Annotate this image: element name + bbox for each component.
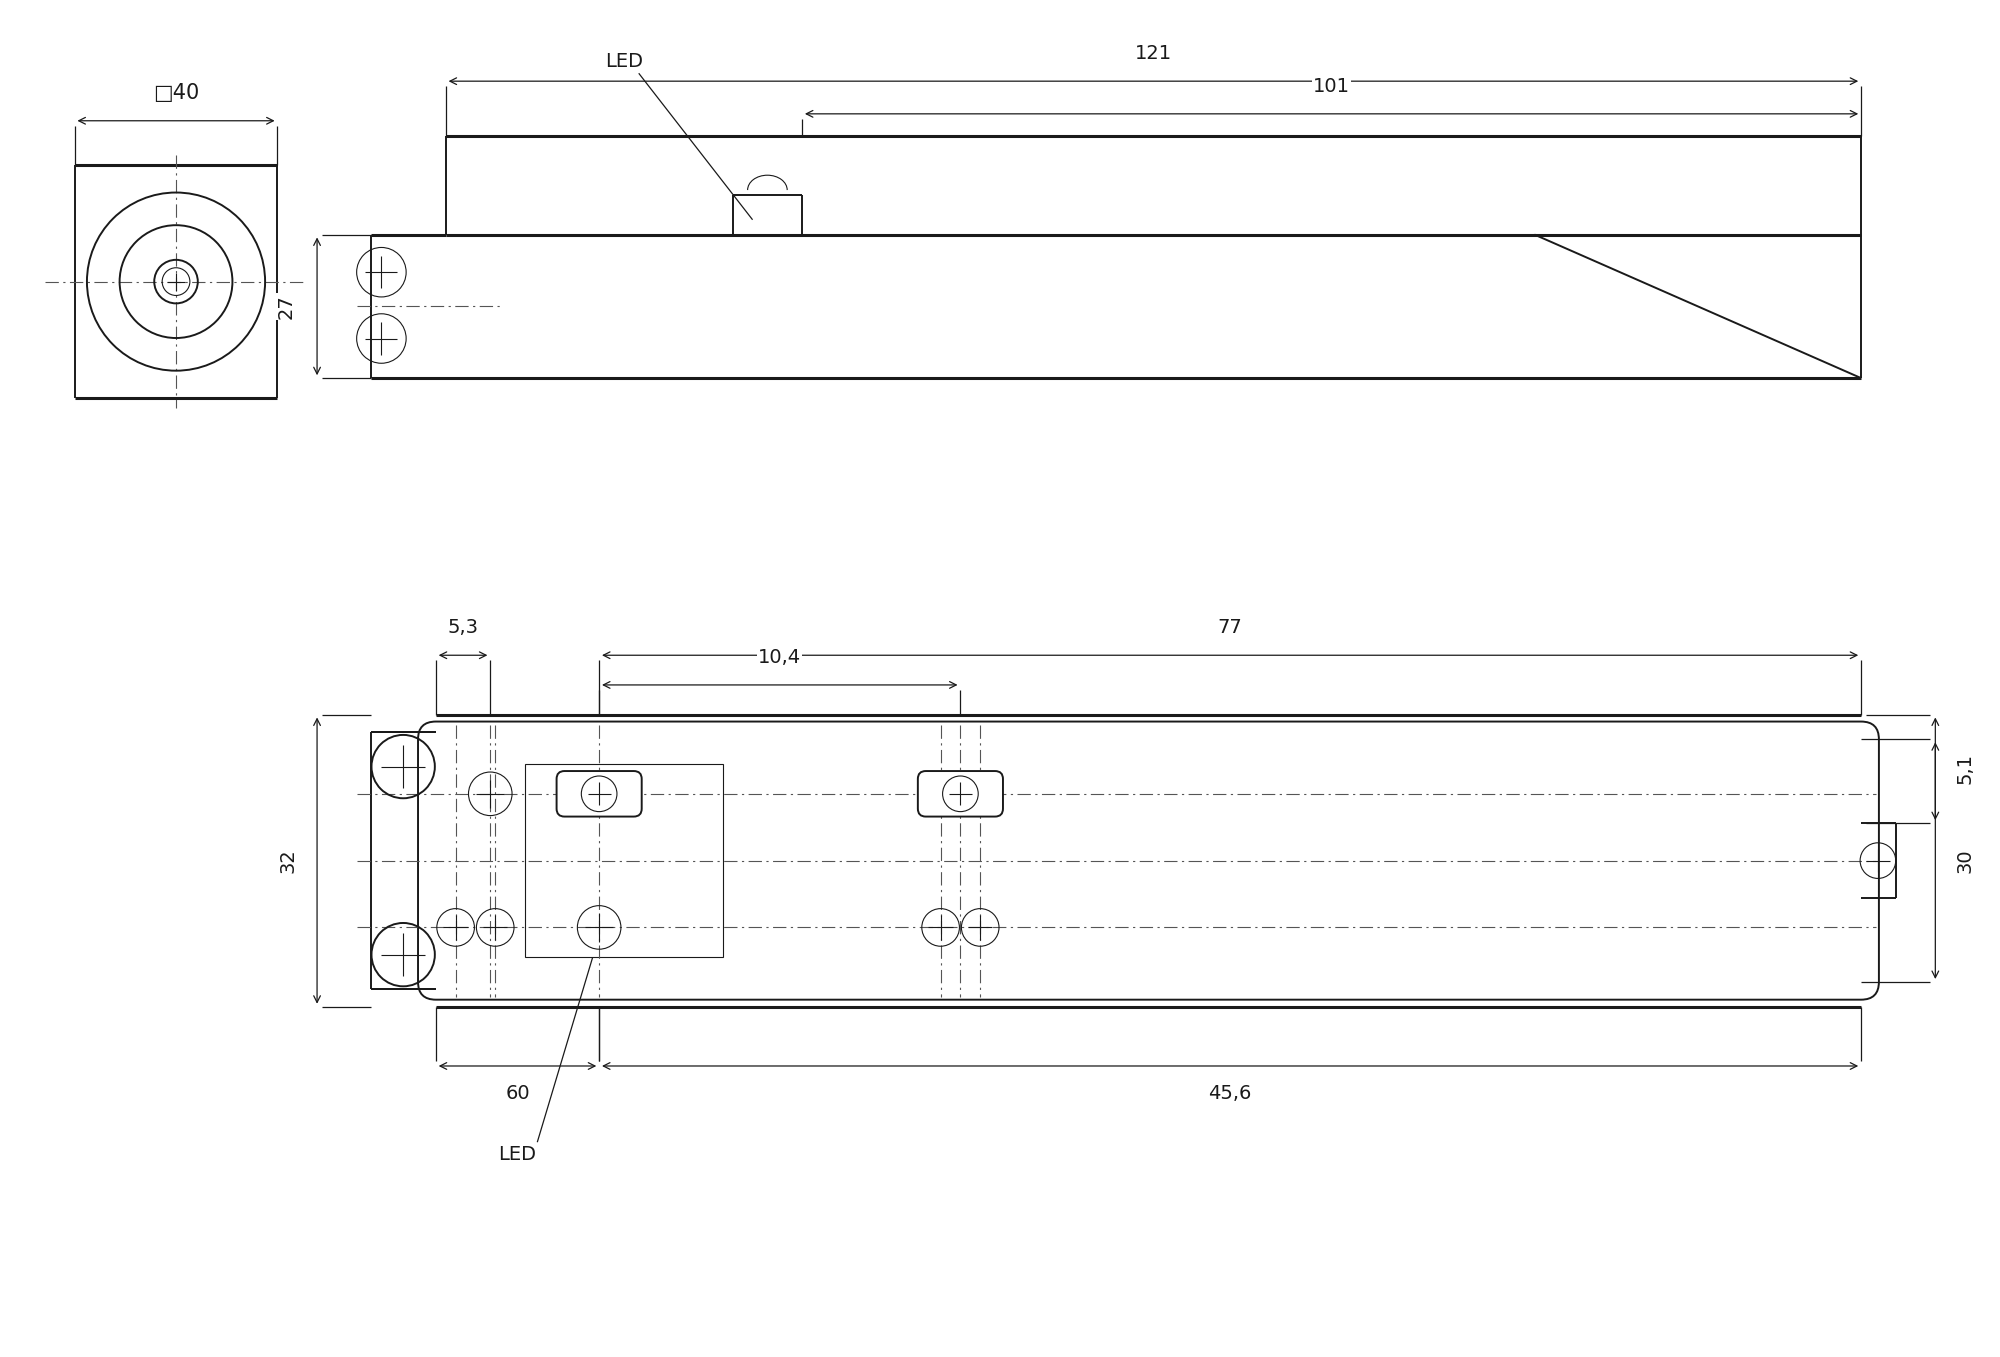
FancyBboxPatch shape	[918, 771, 1002, 817]
Text: 5,1: 5,1	[1956, 753, 1974, 784]
FancyBboxPatch shape	[418, 722, 1878, 1000]
Bar	[524, 764, 722, 957]
Text: 5,3: 5,3	[448, 619, 478, 638]
Text: LED: LED	[604, 52, 642, 71]
Text: 32: 32	[278, 848, 298, 873]
Text: 101: 101	[1314, 77, 1350, 96]
Text: 27: 27	[276, 294, 296, 319]
Text: 60: 60	[506, 1084, 530, 1103]
Text: LED: LED	[498, 1145, 536, 1164]
Text: 121: 121	[1134, 45, 1172, 64]
Text: 30: 30	[1956, 848, 1974, 873]
FancyBboxPatch shape	[556, 771, 642, 817]
Text: □40: □40	[152, 83, 200, 103]
Text: 77: 77	[1218, 619, 1242, 638]
Text: 45,6: 45,6	[1208, 1084, 1252, 1103]
Text: 10,4: 10,4	[758, 649, 802, 668]
